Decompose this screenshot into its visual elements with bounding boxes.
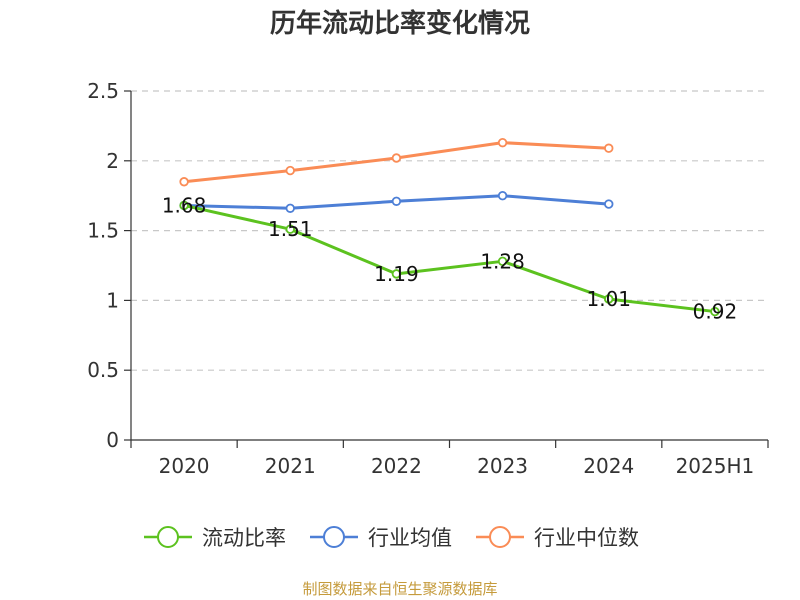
data-label: 0.92 bbox=[693, 300, 738, 324]
data-point bbox=[285, 165, 295, 176]
x-tick-label: 2023 bbox=[477, 454, 528, 478]
legend-item[interactable]: 行业均值 bbox=[310, 526, 452, 550]
data-label: 1.51 bbox=[268, 217, 313, 241]
y-tick-label: 2 bbox=[106, 149, 119, 173]
x-tick-label: 2021 bbox=[265, 454, 316, 478]
series-line bbox=[183, 204, 716, 314]
x-tick-label: 2020 bbox=[159, 454, 210, 478]
x-tick-label: 2025H1 bbox=[676, 454, 755, 478]
data-point bbox=[604, 294, 614, 304]
data-point bbox=[179, 200, 189, 211]
y-tick-label: 1.5 bbox=[87, 219, 119, 243]
data-point bbox=[179, 177, 189, 187]
y-tick-label: 2.5 bbox=[87, 79, 119, 103]
data-point bbox=[604, 199, 614, 209]
series-lines bbox=[179, 137, 720, 317]
legend-marker bbox=[157, 526, 179, 548]
axes: 0 0.5 1 1.5 2 2.5 2020 2021 2022 2023 2024 2025H1 bbox=[87, 79, 769, 478]
source-note: 制图数据来自恒生聚源数据库 bbox=[302, 580, 498, 598]
x-tick-label: 2024 bbox=[583, 454, 634, 478]
y-tick-label: 0.5 bbox=[87, 358, 119, 382]
y-tick-label: 1 bbox=[106, 288, 119, 312]
data-point bbox=[497, 256, 508, 267]
data-label: 1.19 bbox=[374, 262, 419, 286]
legend-marker bbox=[489, 526, 511, 548]
legend-label: 流动比率 bbox=[202, 526, 286, 550]
data-point bbox=[604, 143, 614, 153]
data-point bbox=[391, 153, 402, 163]
legend[interactable]: 流动比率 行业均值 行业中位数 bbox=[144, 526, 639, 550]
legend-item[interactable]: 流动比率 bbox=[144, 526, 286, 550]
data-point bbox=[285, 224, 295, 234]
gridlines bbox=[131, 90, 768, 371]
data-point bbox=[497, 137, 508, 148]
legend-label: 行业中位数 bbox=[534, 526, 639, 550]
data-point bbox=[710, 306, 720, 317]
data-label: 1.28 bbox=[480, 249, 525, 273]
legend-label: 行业均值 bbox=[368, 526, 452, 550]
x-tick-label: 2022 bbox=[371, 454, 422, 478]
legend-marker bbox=[323, 526, 345, 548]
data-point bbox=[391, 196, 402, 206]
y-tick-label: 0 bbox=[106, 428, 119, 452]
data-point bbox=[391, 269, 402, 279]
data-label: 1.01 bbox=[586, 287, 631, 311]
data-point bbox=[497, 190, 508, 201]
data-label: 1.68 bbox=[162, 193, 207, 217]
data-point bbox=[285, 203, 295, 213]
legend-item[interactable]: 行业中位数 bbox=[476, 526, 639, 550]
chart-title: 历年流动比率变化情况 bbox=[269, 9, 530, 39]
data-labels: 1.68 1.51 1.19 1.28 1.01 0.92 bbox=[162, 193, 737, 323]
